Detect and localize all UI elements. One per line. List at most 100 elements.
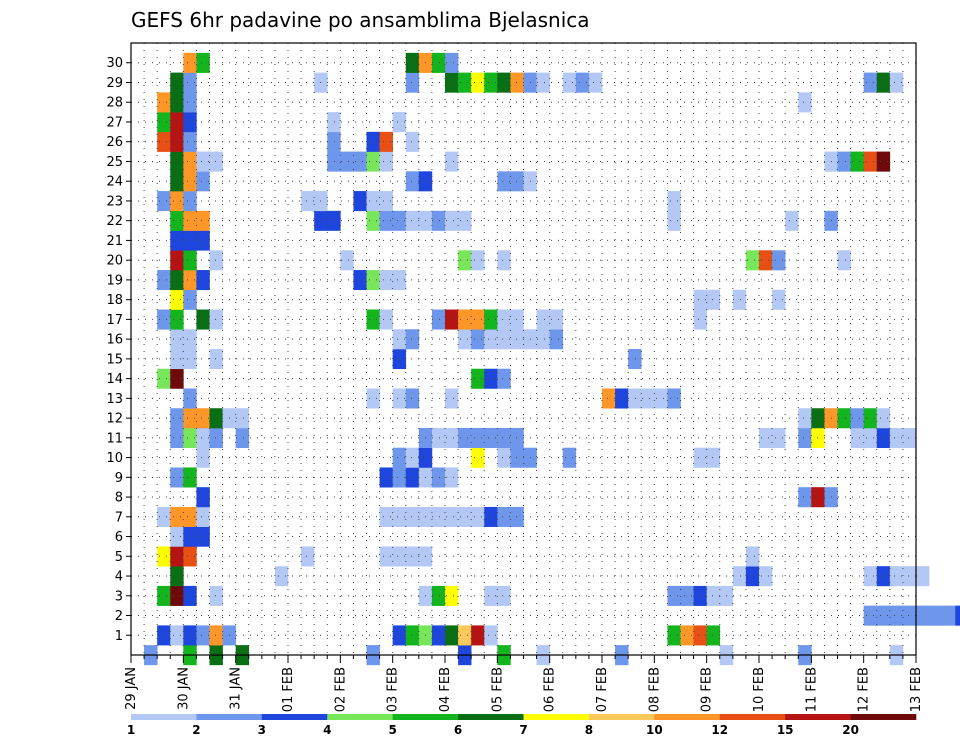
heatmap-cell	[510, 506, 524, 527]
heatmap-cell	[301, 191, 315, 212]
colorbar-label: 15	[777, 723, 794, 737]
heatmap-cell	[497, 585, 511, 606]
heatmap-cell	[471, 625, 485, 646]
y-tick-label: 6	[115, 530, 123, 545]
heatmap-cell	[863, 151, 878, 172]
colorbar-swatch	[654, 714, 721, 720]
heatmap-cell	[183, 230, 197, 251]
heatmap-cell	[863, 408, 878, 429]
colorbar-label: 20	[842, 723, 859, 737]
heatmap-cell	[235, 408, 250, 429]
heatmap-cell	[876, 566, 891, 587]
heatmap-cell	[209, 408, 223, 429]
heatmap-cell	[157, 112, 171, 133]
heatmap-cell	[706, 585, 721, 606]
heatmap-cell	[497, 250, 511, 271]
heatmap-cell	[209, 309, 223, 330]
colorbar-swatch	[523, 714, 590, 720]
heatmap-cell	[850, 151, 864, 172]
heatmap-cell	[471, 447, 485, 468]
heatmap-cell	[183, 72, 197, 93]
heatmap-cell	[876, 427, 891, 449]
heatmap-cell	[837, 250, 851, 271]
heatmap-cell	[667, 210, 681, 231]
heatmap-cell	[209, 427, 223, 449]
heatmap-cell	[445, 506, 459, 527]
x-tick-label: 13 FEB	[909, 667, 924, 712]
x-tick-label: 08 FEB	[647, 667, 662, 712]
heatmap-cell	[209, 349, 223, 370]
heatmap-cell	[445, 427, 459, 449]
colorbar-swatch	[458, 714, 524, 720]
x-axis: 29 JAN 30 JAN 31 JAN 01 FEB 02 FEB 03 FEB 04 F…	[124, 655, 924, 712]
heatmap-cell	[876, 408, 891, 429]
colorbar-label: 4	[323, 723, 331, 737]
heatmap-cell	[745, 250, 760, 271]
heatmap-cell	[497, 427, 511, 449]
heatmap-cell	[811, 427, 825, 449]
heatmap-cell	[379, 309, 393, 330]
heatmap-cell	[392, 506, 407, 527]
y-tick-label: 17	[106, 313, 123, 328]
heatmap-cell	[902, 427, 917, 449]
colorbar-swatch	[196, 714, 263, 720]
heatmap-cell	[392, 270, 407, 291]
heatmap-cell	[183, 210, 197, 231]
heatmap-cell	[510, 309, 524, 330]
chart-title: GEFS 6hr padavine po ansamblima Bjelasni…	[131, 8, 590, 32]
heatmap-cell	[392, 467, 407, 488]
heatmap-cell	[379, 506, 393, 527]
y-tick-label: 27	[106, 115, 123, 130]
heatmap-cell	[157, 368, 171, 389]
heatmap-cell	[209, 585, 223, 606]
heatmap-cell	[170, 368, 184, 389]
heatmap-cell	[902, 566, 917, 587]
y-tick-label: 12	[106, 412, 123, 427]
heatmap-cell	[196, 151, 210, 172]
y-tick-label: 4	[115, 570, 123, 585]
heatmap-cell	[196, 210, 210, 231]
colorbar-swatch	[785, 714, 851, 720]
heatmap-cell	[170, 112, 184, 133]
heatmap-cell	[183, 526, 197, 547]
heatmap-cell	[379, 191, 393, 212]
heatmap-cell	[785, 210, 799, 231]
heatmap-cell	[562, 447, 577, 468]
heatmap-cell	[353, 270, 367, 291]
heatmap-cell	[170, 72, 184, 93]
heatmap-cell	[196, 52, 210, 73]
heatmap-cell	[510, 427, 524, 449]
heatmap-cell	[327, 112, 341, 133]
heatmap-cell	[183, 427, 197, 449]
x-tick-label: 31 JAN	[229, 667, 244, 710]
heatmap-cell	[431, 52, 446, 73]
heatmap-cell	[405, 506, 420, 527]
colorbar-label: 3	[258, 723, 266, 737]
heatmap-cell	[471, 427, 485, 449]
heatmap-cell	[327, 210, 341, 231]
heatmap-cell	[157, 585, 171, 606]
heatmap-cell	[431, 585, 446, 606]
heatmap-cell	[431, 625, 446, 646]
y-tick-label: 16	[106, 333, 123, 348]
heatmap-cell	[575, 72, 590, 93]
y-tick-label: 18	[106, 293, 123, 308]
heatmap-cell	[392, 112, 407, 133]
heatmap-cell	[510, 72, 524, 93]
heatmap-cell	[170, 151, 184, 172]
heatmap-cell	[170, 250, 184, 271]
heatmap-cell	[157, 92, 171, 113]
heatmap-cell	[445, 52, 459, 73]
heatmap-cell	[471, 72, 485, 93]
y-tick-label: 14	[106, 372, 123, 387]
heatmap-cell	[327, 151, 341, 172]
heatmap-cell	[628, 349, 642, 370]
heatmap-cell	[157, 270, 171, 291]
colorbar-swatch	[327, 714, 393, 720]
heatmap-cell	[183, 52, 197, 73]
heatmap-cell	[170, 408, 184, 429]
heatmap-cell	[484, 506, 498, 527]
heatmap-cell	[876, 72, 891, 93]
colorbar-swatch	[131, 714, 197, 720]
